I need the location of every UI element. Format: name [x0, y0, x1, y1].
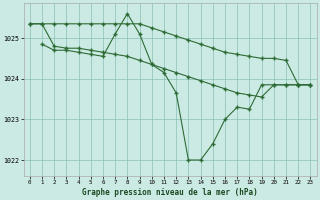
X-axis label: Graphe pression niveau de la mer (hPa): Graphe pression niveau de la mer (hPa)	[82, 188, 258, 197]
